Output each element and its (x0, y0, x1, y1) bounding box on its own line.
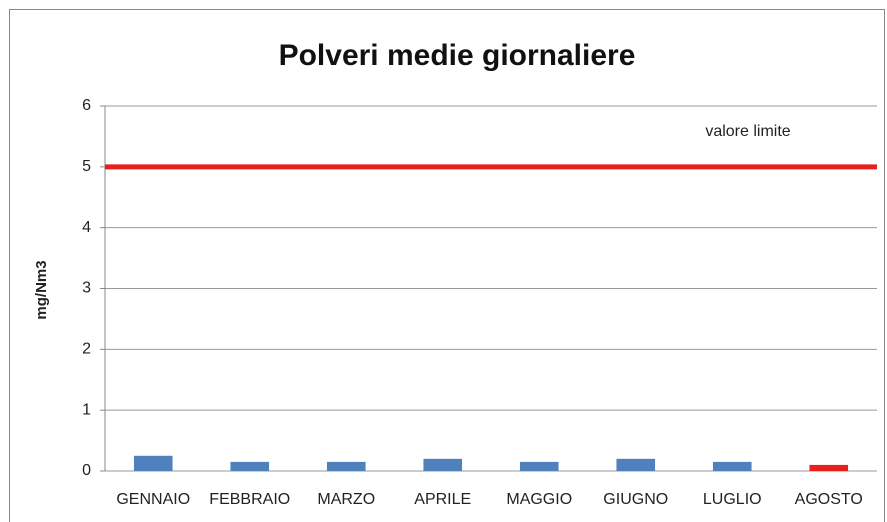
y-tick-label: 5 (82, 158, 91, 175)
x-tick-label: MAGGIO (506, 491, 572, 508)
y-tick-label: 3 (82, 280, 91, 297)
bar (133, 455, 173, 471)
x-tick-label: LUGLIO (703, 491, 762, 508)
bar (326, 461, 366, 471)
bar (423, 458, 463, 471)
x-tick-label: FEBBRAIO (209, 491, 290, 508)
x-tick-label: AGOSTO (795, 491, 863, 508)
x-tick-label: GIUGNO (603, 491, 668, 508)
bar (712, 461, 752, 471)
chart-border (9, 9, 885, 522)
bar (230, 461, 270, 471)
bar (519, 461, 559, 471)
bar (809, 464, 849, 471)
x-tick-label: MARZO (317, 491, 375, 508)
limit-label: valore limite (705, 123, 790, 140)
y-tick-label: 6 (82, 97, 91, 114)
x-tick-label: APRILE (414, 491, 471, 508)
y-axis-label: mg/Nm3 (33, 260, 50, 319)
y-tick-label: 4 (82, 219, 91, 236)
y-tick-label: 2 (82, 341, 91, 358)
chart-title: Polveri medie giornaliere (279, 39, 636, 72)
bar (616, 458, 656, 471)
y-tick-label: 0 (82, 462, 91, 479)
x-tick-label: GENNAIO (116, 491, 190, 508)
y-tick-label: 1 (82, 401, 91, 418)
